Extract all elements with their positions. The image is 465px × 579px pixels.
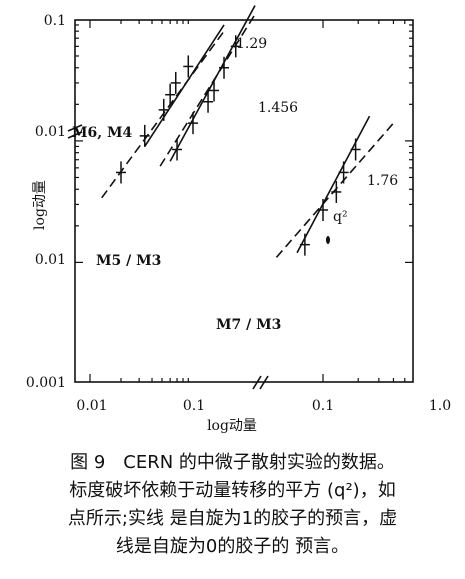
chart-marks xyxy=(101,5,395,258)
caption-line: 图 9 CERN 的中微子散射实验的数据。 xyxy=(70,452,395,473)
slope-label-1-76: 1.76 xyxy=(367,173,398,189)
x-tick-label: 0.01 xyxy=(76,398,107,414)
slope-label-1-456: 1.456 xyxy=(258,100,298,116)
x-tick-label: 0.1 xyxy=(183,398,205,414)
caption-line: 点所示;实线 是自旋为1的胶子的预言，虚 xyxy=(67,508,398,529)
dashed-fit-line xyxy=(159,13,256,167)
data-point xyxy=(338,161,349,184)
data-point xyxy=(318,198,328,221)
y-tick-label: 0.001 xyxy=(26,375,66,391)
y-tick-label: 0.01 xyxy=(35,124,66,140)
data-point xyxy=(165,83,176,106)
data-point xyxy=(170,71,181,94)
x-axis-break xyxy=(252,375,269,390)
data-point xyxy=(299,233,310,256)
x-tick-label: 0.1 xyxy=(312,398,334,414)
y-axis-title: log动量 xyxy=(32,180,48,230)
caption-line: 线是自旋为0的胶子的 预言。 xyxy=(115,536,350,557)
dashed-fit-line xyxy=(101,30,225,199)
solid-fit-line xyxy=(144,24,225,147)
caption-line: 标度破坏依赖于动量转移的平方 (q²)，如 xyxy=(69,480,396,501)
data-point xyxy=(230,35,241,58)
y-axis-break xyxy=(67,124,83,139)
data-point xyxy=(209,79,220,102)
data-point xyxy=(116,161,127,184)
axis-ticks xyxy=(75,20,413,382)
slope-label-1-29: 1.29 xyxy=(236,36,267,52)
q2-dot xyxy=(326,236,330,244)
chart: 0.1 0.01 0.01 0.001 0.01 0.1 0.1 1.0 log… xyxy=(26,5,451,434)
data-point xyxy=(188,112,198,135)
data-point xyxy=(219,56,230,79)
data-point xyxy=(331,180,342,203)
solid-fit-line xyxy=(169,5,256,162)
series-label-m5-m3: M5 / M3 xyxy=(96,253,161,269)
y-tick-label: 0.01 xyxy=(35,252,66,268)
series-label-m6-m4: M6, M4 xyxy=(72,125,132,141)
dashed-fit-line xyxy=(275,122,395,258)
data-point xyxy=(139,124,150,147)
data-point xyxy=(203,90,214,113)
data-point xyxy=(183,55,194,78)
x-tick-label: 1.0 xyxy=(429,398,451,414)
data-point xyxy=(172,138,183,161)
y-tick-label: 0.1 xyxy=(44,13,66,29)
solid-fit-line xyxy=(296,115,371,254)
data-point xyxy=(350,138,361,161)
data-point xyxy=(158,98,169,121)
q2-annotation: q² xyxy=(333,209,348,225)
plot-frame xyxy=(74,19,414,383)
series-label-m7-m3: M7 / M3 xyxy=(216,317,281,333)
figure-caption: 图 9 CERN 的中微子散射实验的数据。 标度破坏依赖于动量转移的平方 (q²… xyxy=(0,449,465,561)
x-axis-title: log动量 xyxy=(207,418,257,434)
